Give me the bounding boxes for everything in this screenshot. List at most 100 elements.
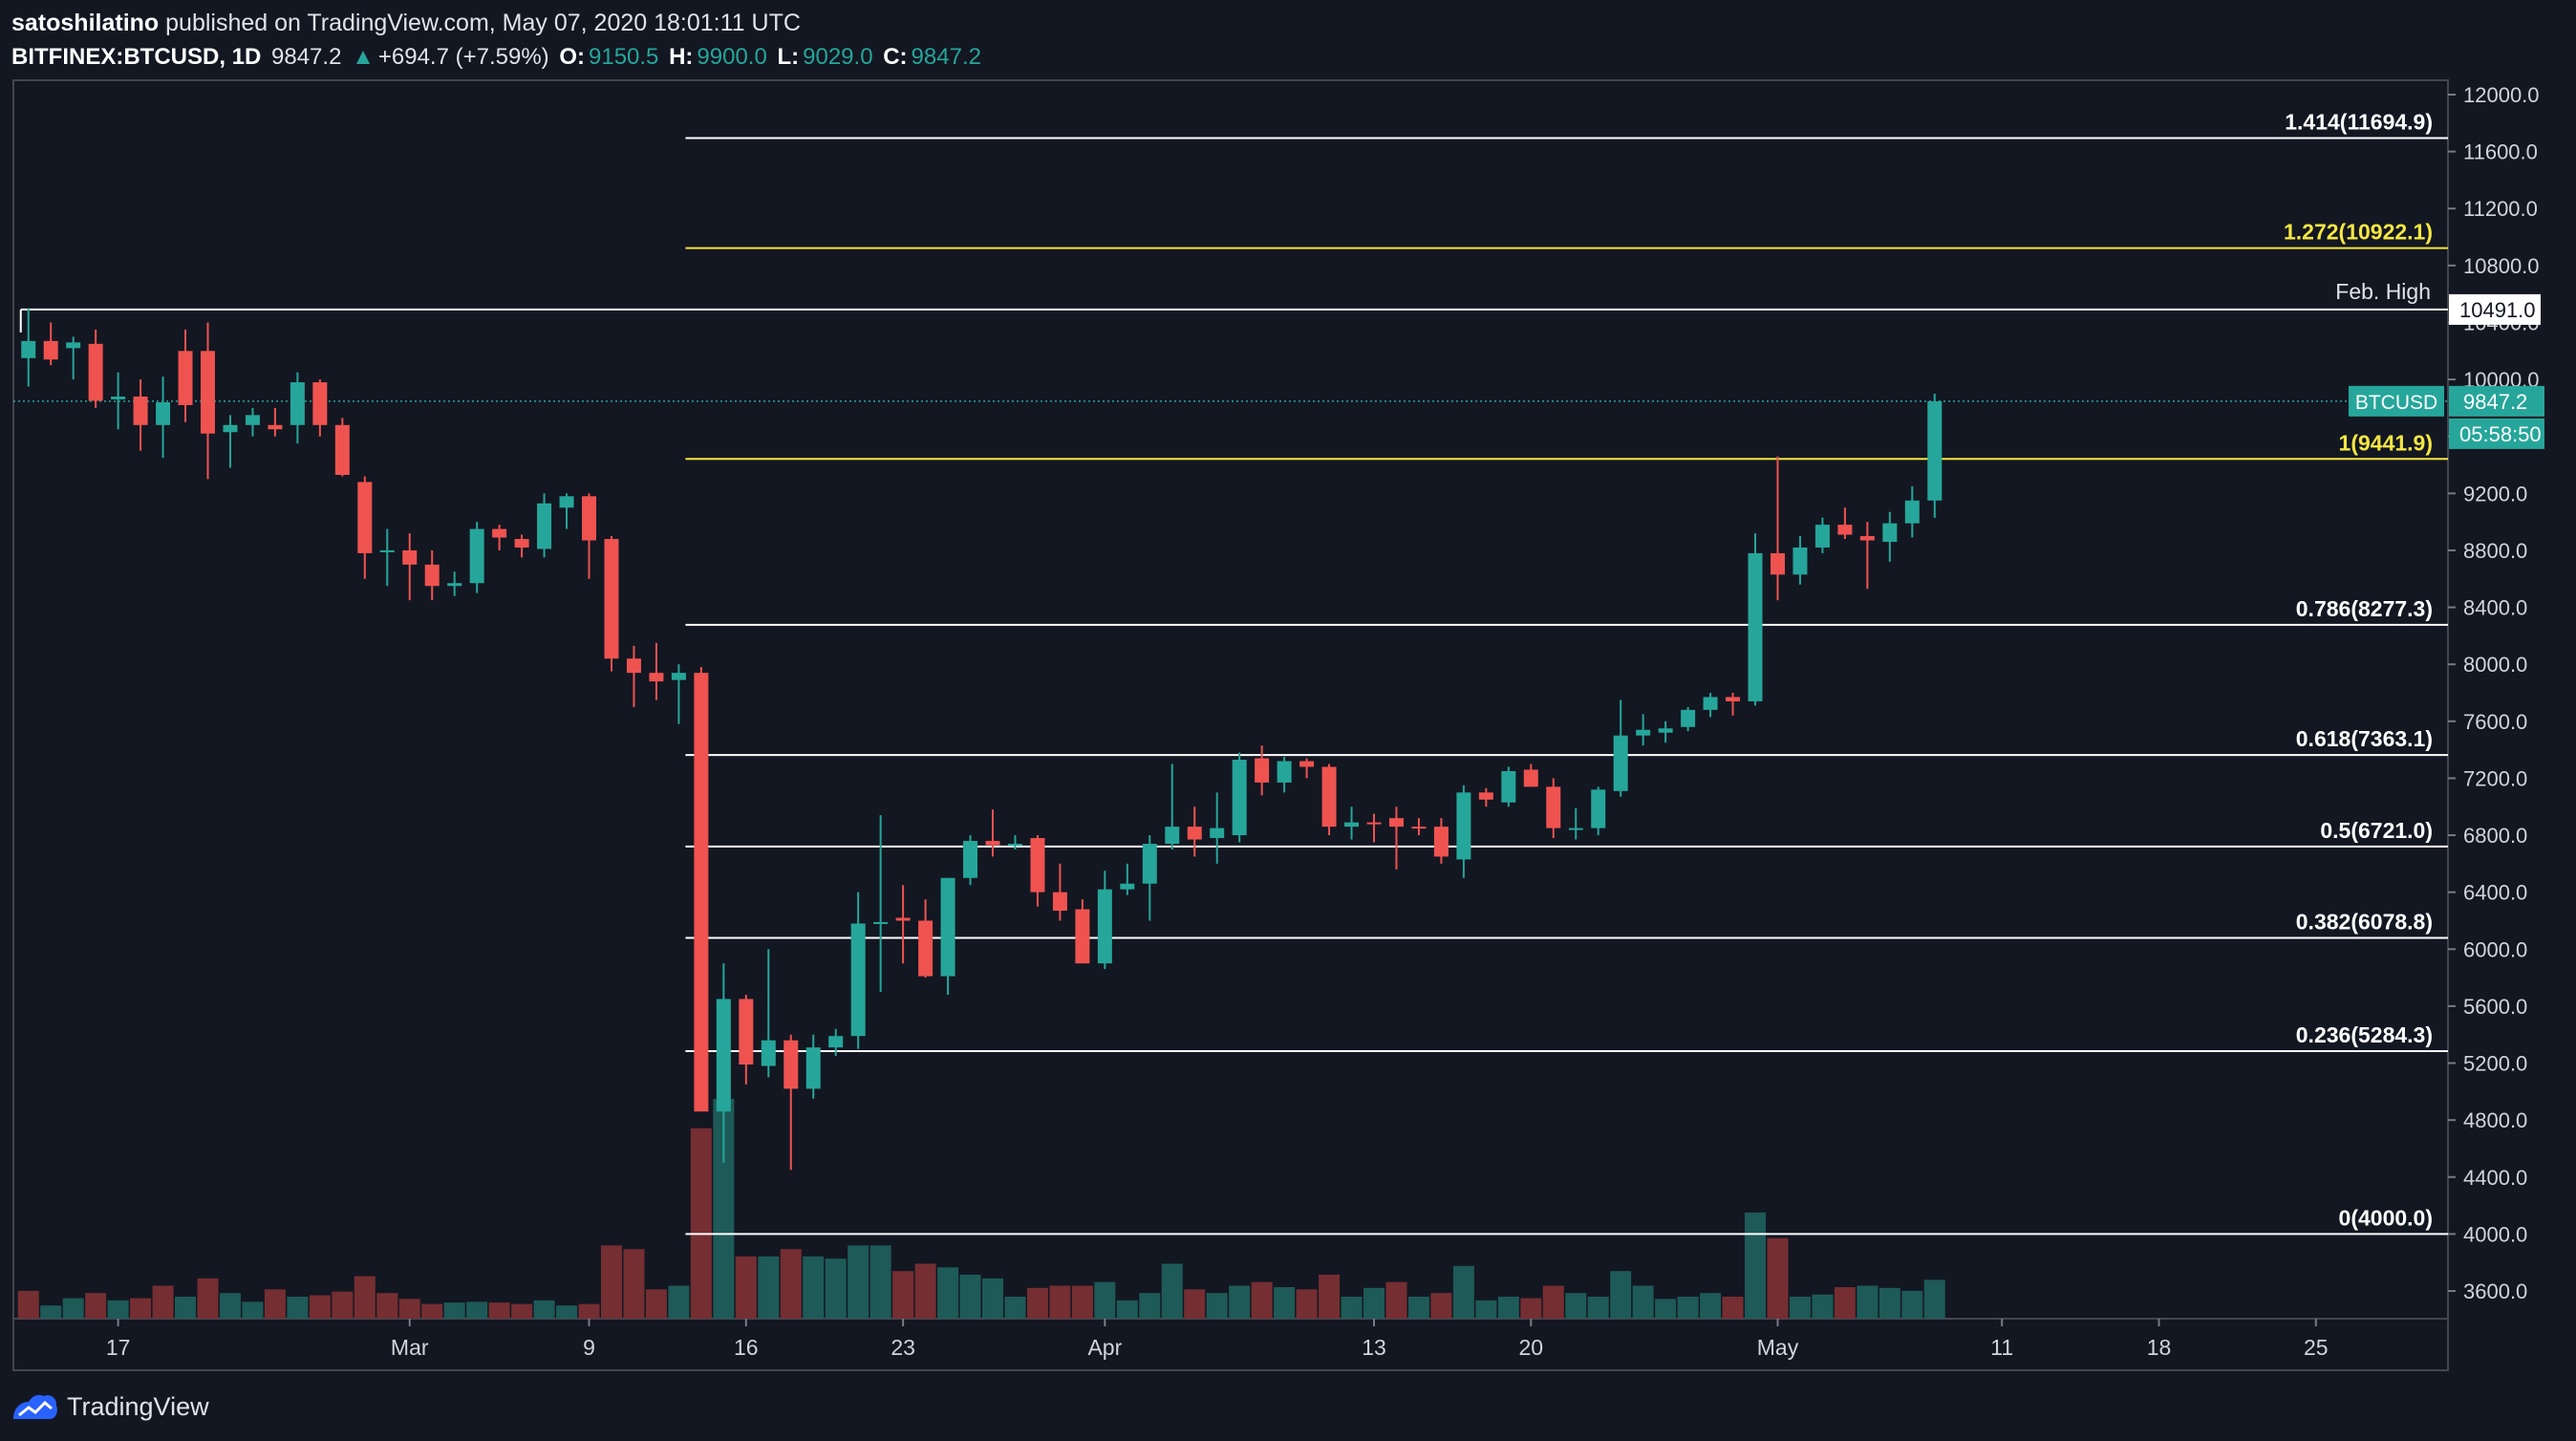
volume-bar — [713, 1099, 735, 1319]
tradingview-brand[interactable]: TradingView — [67, 1391, 209, 1421]
candle-body — [1748, 552, 1763, 701]
candle-body — [850, 923, 866, 1037]
chart-header: satoshilatino published on TradingView.c… — [11, 6, 2553, 75]
tradingview-logo-icon[interactable] — [11, 1390, 59, 1423]
candle-body — [268, 424, 283, 430]
volume-bar — [1565, 1293, 1587, 1319]
price-tick-label: 11600.0 — [2463, 140, 2538, 164]
candle-body — [1546, 786, 1561, 828]
candle-body — [671, 673, 686, 680]
volume-bar — [62, 1298, 84, 1319]
feb-high-price-tag-text: 10491.0 — [2459, 298, 2536, 322]
time-tick-label: 17 — [106, 1335, 131, 1360]
candle-body — [1075, 909, 1090, 964]
candle-body — [1255, 758, 1270, 783]
volume-bar — [1520, 1298, 1542, 1319]
candle-body — [111, 396, 126, 399]
candle-body — [1523, 769, 1538, 787]
volume-bar — [1610, 1271, 1632, 1319]
ohlc-legend: BITFINEX:BTCUSD, 1D 9847.2 ▲ +694.7 (+7.5… — [11, 40, 2553, 75]
volume-bar — [848, 1245, 869, 1319]
volume-bar — [398, 1299, 420, 1319]
candle-body — [1097, 889, 1112, 964]
volume-bar — [1229, 1285, 1251, 1319]
volume-bar — [1139, 1293, 1161, 1319]
candle-body — [1142, 843, 1157, 884]
candle-body — [492, 528, 507, 538]
candle-body — [604, 539, 619, 659]
time-tick-label: 25 — [2304, 1335, 2329, 1360]
candle-body — [469, 528, 484, 584]
price-tick-label: 3600.0 — [2463, 1280, 2527, 1303]
volume-bar — [1632, 1285, 1654, 1319]
candle-body — [1344, 822, 1360, 828]
fib-level-label: 0(4000.0) — [2339, 1205, 2433, 1230]
price-tick-label: 8000.0 — [2463, 653, 2527, 677]
author-name[interactable]: satoshilatino — [11, 10, 160, 36]
volume-bar — [309, 1295, 331, 1319]
candle-body — [963, 841, 978, 878]
time-tick-label: 16 — [734, 1335, 759, 1360]
candle-body — [626, 658, 641, 674]
candle-body — [1187, 827, 1202, 840]
candle-body — [1636, 729, 1651, 736]
candle-body — [1388, 818, 1404, 828]
volume-bar — [668, 1285, 690, 1319]
price-tick-label: 6400.0 — [2463, 881, 2527, 905]
candle-body — [582, 496, 597, 541]
high-label: H: — [669, 44, 694, 70]
candle-body — [940, 877, 955, 977]
price-tick-label: 7600.0 — [2463, 710, 2527, 734]
volume-bar — [1542, 1285, 1564, 1319]
volume-bar — [1206, 1293, 1228, 1319]
price-tick-label: 4400.0 — [2463, 1166, 2527, 1190]
candle-body — [1478, 792, 1493, 800]
publish-line: satoshilatino published on TradingView.c… — [11, 6, 2553, 40]
last-price-tag-text: 9847.2 — [2463, 390, 2527, 414]
volume-bar — [17, 1290, 39, 1319]
volume-bar — [488, 1302, 510, 1319]
candle-body — [805, 1047, 821, 1089]
time-tick-label: 9 — [583, 1335, 595, 1360]
volume-bar — [1700, 1293, 1722, 1319]
candle-body — [1366, 822, 1382, 825]
candle-body — [895, 917, 911, 921]
countdown-tag-text: 05:58:50 — [2459, 422, 2542, 446]
candle-body — [1321, 766, 1337, 828]
volume-bar — [1071, 1285, 1093, 1319]
low-value: 9029.0 — [803, 44, 873, 70]
volume-bar — [130, 1298, 152, 1319]
candle-body — [1770, 552, 1785, 575]
candle-body — [1703, 697, 1718, 710]
publish-info: published on TradingView.com, May 07, 20… — [165, 10, 801, 36]
candle-body — [739, 999, 754, 1065]
symbol-label: BITFINEX:BTCUSD, 1D — [11, 44, 262, 70]
candle-body — [1859, 536, 1875, 541]
volume-bar — [1767, 1237, 1789, 1319]
price-tick-label: 6800.0 — [2463, 824, 2527, 848]
time-tick-label: 13 — [1362, 1335, 1386, 1360]
volume-bar — [1497, 1297, 1519, 1319]
volume-bar — [645, 1289, 667, 1319]
volume-bar — [1834, 1287, 1856, 1319]
volume-bar — [780, 1249, 802, 1319]
volume-bar — [1319, 1275, 1341, 1319]
candle-body — [1726, 697, 1741, 701]
volume-bar — [1901, 1290, 1923, 1319]
volume-bar — [1812, 1294, 1834, 1319]
volume-bar — [1049, 1285, 1071, 1319]
volume-bar — [981, 1278, 1003, 1319]
candle-body — [66, 342, 81, 349]
candle-body — [828, 1036, 844, 1048]
open-value: 9150.5 — [589, 44, 659, 70]
low-label: L: — [777, 44, 800, 70]
candle-body — [1904, 500, 1920, 524]
volume-bar — [825, 1258, 847, 1319]
volume-bar — [152, 1285, 174, 1319]
time-tick-label: 18 — [2147, 1335, 2172, 1360]
volume-bar — [85, 1293, 107, 1319]
price-tick-label: 8800.0 — [2463, 539, 2527, 563]
volume-bar — [242, 1301, 264, 1319]
volume-bar — [1722, 1297, 1744, 1319]
